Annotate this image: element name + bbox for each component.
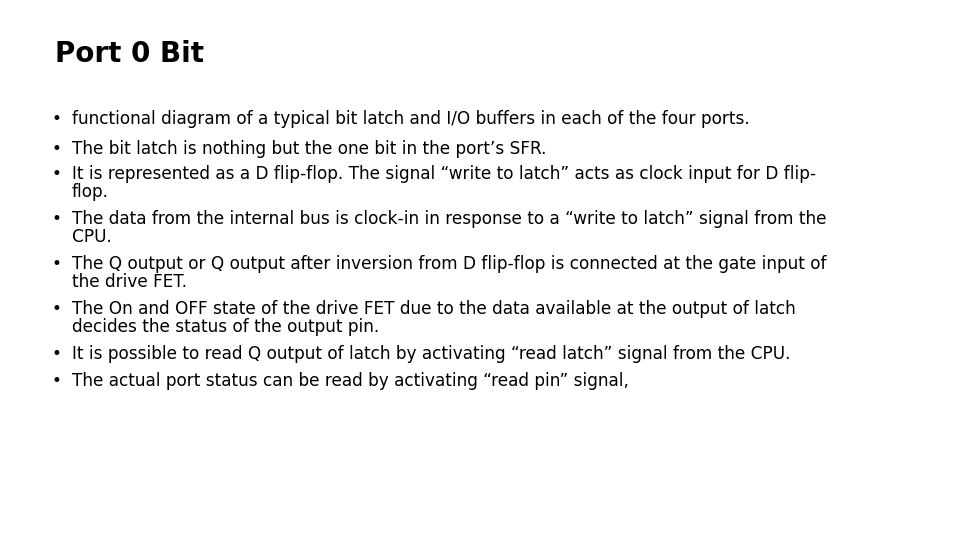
Text: •: • xyxy=(52,372,61,390)
Text: •: • xyxy=(52,210,61,228)
Text: •: • xyxy=(52,140,61,158)
Text: the drive FET.: the drive FET. xyxy=(72,273,187,291)
Text: •: • xyxy=(52,345,61,363)
Text: The data from the internal bus is clock-in in response to a “write to latch” sig: The data from the internal bus is clock-… xyxy=(72,210,827,228)
Text: It is represented as a D flip-flop. The signal “write to latch” acts as clock in: It is represented as a D flip-flop. The … xyxy=(72,165,816,183)
Text: The Q output or Q output after inversion from D flip-flop is connected at the ga: The Q output or Q output after inversion… xyxy=(72,255,827,273)
Text: The actual port status can be read by activating “read pin” signal,: The actual port status can be read by ac… xyxy=(72,372,629,390)
Text: It is possible to read Q output of latch by activating “read latch” signal from : It is possible to read Q output of latch… xyxy=(72,345,790,363)
Text: •: • xyxy=(52,255,61,273)
Text: CPU.: CPU. xyxy=(72,228,112,246)
Text: functional diagram of a typical bit latch and I/O buffers in each of the four po: functional diagram of a typical bit latc… xyxy=(72,110,750,128)
Text: Port 0 Bit: Port 0 Bit xyxy=(55,40,204,68)
Text: flop.: flop. xyxy=(72,183,109,201)
Text: The bit latch is nothing but the one bit in the port’s SFR.: The bit latch is nothing but the one bit… xyxy=(72,140,546,158)
Text: The On and OFF state of the drive FET due to the data available at the output of: The On and OFF state of the drive FET du… xyxy=(72,300,796,318)
Text: •: • xyxy=(52,300,61,318)
Text: decides the status of the output pin.: decides the status of the output pin. xyxy=(72,318,379,336)
Text: •: • xyxy=(52,110,61,128)
Text: •: • xyxy=(52,165,61,183)
